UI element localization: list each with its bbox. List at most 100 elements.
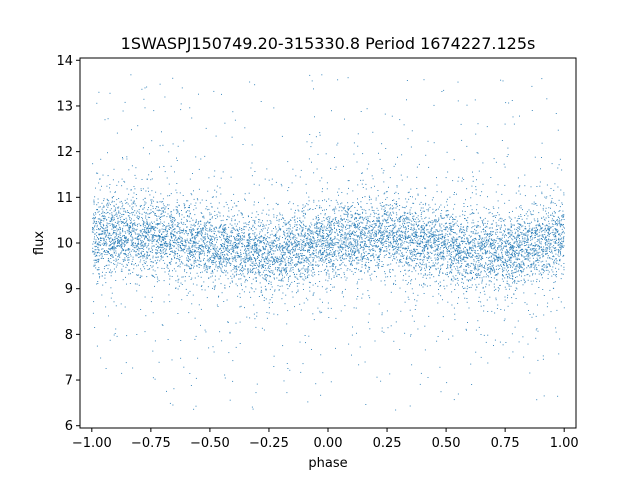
data-point [400,261,402,263]
data-point [459,256,460,258]
data-point [285,269,287,271]
data-point [170,245,172,247]
data-point [153,235,155,236]
data-point [154,232,155,234]
data-point [211,242,212,244]
data-point [410,258,412,260]
data-point [92,251,94,253]
data-point [286,249,288,251]
data-point [137,236,139,238]
data-point [511,230,513,232]
data-point [198,255,200,257]
data-point [439,237,441,239]
data-point [284,261,286,263]
data-point [142,255,144,257]
data-point [102,223,104,225]
data-point [524,235,526,236]
data-point [273,313,275,315]
data-point [528,246,530,248]
data-point [260,289,262,291]
data-point [386,222,388,224]
data-point [386,212,388,214]
data-point [175,236,177,238]
data-point [240,258,242,260]
data-point [374,223,376,225]
data-point [140,259,142,261]
data-point [477,253,479,255]
data-point [287,368,289,369]
data-point [268,307,270,309]
data-point [330,290,332,291]
data-point [459,253,460,254]
data-point [455,239,457,241]
data-point [263,278,265,280]
data-point [154,239,156,240]
data-point [286,222,288,224]
data-point [458,242,460,244]
data-point [357,198,358,200]
data-point [259,237,261,239]
data-point [551,223,553,225]
data-point [350,225,352,227]
data-point [115,191,116,193]
data-point [409,196,411,197]
data-point [475,351,477,353]
data-point [156,227,158,229]
data-point [129,218,131,220]
data-point [330,228,332,230]
data-point [193,267,194,269]
data-point [170,220,172,222]
data-point [385,198,387,200]
data-point [300,221,302,223]
data-point [232,206,234,208]
data-point [536,328,538,330]
data-point [531,221,532,223]
data-point [159,217,160,219]
data-point [490,261,492,263]
data-point [261,264,263,265]
data-point [369,221,371,223]
data-point [357,223,359,225]
data-point [542,268,544,270]
data-point [256,252,258,253]
data-point [495,215,497,216]
data-point [356,217,357,219]
data-point [153,236,155,238]
data-point [148,225,149,227]
data-point [280,218,282,220]
data-point [254,235,256,237]
data-point [327,269,329,271]
data-point [203,247,205,249]
data-point [256,249,258,251]
data-point [473,259,475,261]
data-point [234,229,236,231]
data-point [338,239,340,241]
data-point [515,258,517,260]
data-point [166,252,168,254]
data-point [380,241,382,242]
data-point [201,233,203,235]
data-point [327,280,329,282]
data-point [171,233,173,235]
data-point [300,232,302,234]
data-point [98,91,100,93]
data-point [319,310,321,312]
data-point [163,225,165,226]
data-point [115,280,117,281]
data-point [494,312,496,314]
data-point [559,252,561,254]
data-point [151,242,153,244]
data-point [93,203,95,205]
data-point [122,259,124,260]
data-point [421,218,423,220]
data-point [218,230,220,232]
data-point [558,220,560,222]
data-point [450,222,452,224]
data-point [288,221,290,222]
data-point [312,252,314,254]
data-point [501,237,503,239]
data-point [249,244,250,246]
data-point [388,225,389,227]
data-point [557,254,559,256]
data-point [311,161,312,163]
